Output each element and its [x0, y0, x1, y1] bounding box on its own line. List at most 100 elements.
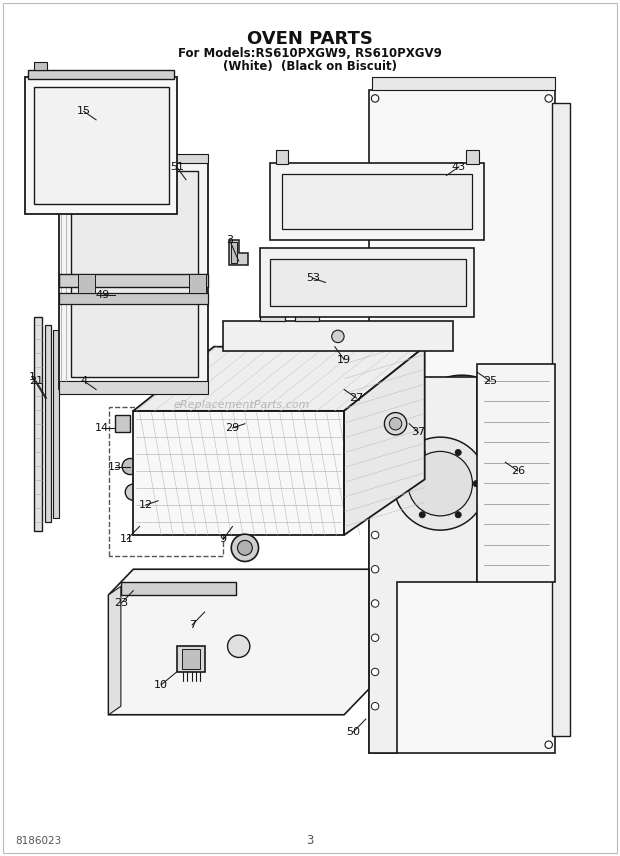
- Polygon shape: [369, 90, 555, 753]
- Circle shape: [473, 480, 479, 487]
- Polygon shape: [59, 293, 208, 304]
- Text: 13: 13: [108, 461, 122, 472]
- Circle shape: [371, 703, 379, 710]
- Circle shape: [401, 480, 407, 487]
- Text: 25: 25: [483, 376, 497, 386]
- Polygon shape: [149, 509, 167, 526]
- Circle shape: [371, 634, 379, 641]
- Polygon shape: [25, 77, 177, 214]
- Polygon shape: [552, 103, 570, 736]
- Text: 50: 50: [347, 727, 360, 737]
- Circle shape: [545, 741, 552, 748]
- Text: 12: 12: [139, 500, 153, 510]
- Polygon shape: [294, 304, 319, 321]
- Polygon shape: [115, 415, 130, 432]
- Circle shape: [371, 566, 379, 573]
- Text: 53: 53: [306, 273, 320, 283]
- Text: 37: 37: [412, 427, 425, 437]
- Circle shape: [288, 288, 301, 302]
- Polygon shape: [59, 274, 208, 287]
- Circle shape: [228, 635, 250, 657]
- Circle shape: [455, 449, 461, 455]
- Polygon shape: [108, 569, 369, 715]
- Text: 3: 3: [226, 235, 233, 245]
- Circle shape: [394, 437, 487, 530]
- Polygon shape: [276, 150, 288, 164]
- Polygon shape: [182, 649, 200, 669]
- Polygon shape: [260, 304, 285, 321]
- Circle shape: [231, 534, 259, 562]
- Text: 7: 7: [188, 620, 196, 630]
- Circle shape: [405, 375, 519, 490]
- Circle shape: [371, 532, 379, 538]
- Circle shape: [419, 449, 425, 455]
- Polygon shape: [45, 325, 51, 522]
- Polygon shape: [229, 240, 248, 265]
- Text: (White)  (Black on Biscuit): (White) (Black on Biscuit): [223, 60, 397, 74]
- Polygon shape: [282, 174, 472, 229]
- Text: 10: 10: [154, 680, 168, 690]
- Text: 51: 51: [170, 162, 184, 172]
- Circle shape: [371, 669, 379, 675]
- Text: 4: 4: [80, 376, 87, 386]
- Circle shape: [332, 330, 344, 342]
- Text: 9: 9: [219, 534, 227, 544]
- Text: 11: 11: [120, 534, 134, 544]
- Text: 8186023: 8186023: [16, 835, 62, 846]
- Polygon shape: [369, 377, 477, 753]
- Circle shape: [545, 95, 552, 102]
- Text: 15: 15: [77, 106, 91, 116]
- Polygon shape: [270, 259, 466, 306]
- Polygon shape: [189, 274, 206, 293]
- Text: 21: 21: [29, 376, 43, 386]
- Text: 29: 29: [226, 423, 239, 433]
- Text: 27: 27: [350, 393, 363, 403]
- Text: 3: 3: [306, 834, 314, 847]
- Circle shape: [422, 392, 502, 473]
- Circle shape: [453, 424, 471, 441]
- Circle shape: [384, 413, 407, 435]
- Text: 23: 23: [114, 598, 128, 609]
- Polygon shape: [59, 158, 208, 389]
- Circle shape: [408, 451, 472, 516]
- Polygon shape: [108, 586, 121, 715]
- Circle shape: [151, 512, 163, 524]
- Circle shape: [371, 600, 379, 607]
- Polygon shape: [34, 87, 169, 204]
- Text: 49: 49: [95, 290, 109, 300]
- Polygon shape: [477, 364, 555, 582]
- Polygon shape: [59, 381, 208, 394]
- Polygon shape: [177, 646, 205, 672]
- Polygon shape: [28, 70, 174, 79]
- Circle shape: [455, 512, 461, 518]
- Text: 1: 1: [29, 372, 36, 382]
- Polygon shape: [59, 154, 208, 163]
- Polygon shape: [71, 171, 198, 377]
- Circle shape: [237, 540, 252, 556]
- Polygon shape: [34, 62, 46, 70]
- Circle shape: [371, 95, 379, 102]
- Polygon shape: [372, 77, 555, 90]
- Circle shape: [125, 484, 141, 500]
- Polygon shape: [133, 411, 344, 535]
- Circle shape: [122, 459, 138, 474]
- Polygon shape: [466, 150, 479, 164]
- Polygon shape: [344, 347, 425, 535]
- Text: eReplacementParts.com: eReplacementParts.com: [174, 400, 310, 410]
- Polygon shape: [260, 248, 474, 317]
- Polygon shape: [121, 582, 236, 595]
- Polygon shape: [270, 163, 484, 240]
- Circle shape: [419, 512, 425, 518]
- Text: OVEN PARTS: OVEN PARTS: [247, 29, 373, 48]
- Circle shape: [371, 741, 379, 748]
- Polygon shape: [53, 330, 59, 518]
- Text: For Models:RS610PXGW9, RS610PXGV9: For Models:RS610PXGW9, RS610PXGV9: [178, 46, 442, 60]
- Circle shape: [389, 418, 402, 430]
- Text: 14: 14: [95, 423, 109, 433]
- Polygon shape: [133, 347, 425, 411]
- Polygon shape: [34, 317, 42, 531]
- Polygon shape: [78, 274, 95, 293]
- Text: 19: 19: [337, 354, 351, 365]
- Polygon shape: [223, 321, 453, 351]
- Text: 43: 43: [452, 162, 466, 172]
